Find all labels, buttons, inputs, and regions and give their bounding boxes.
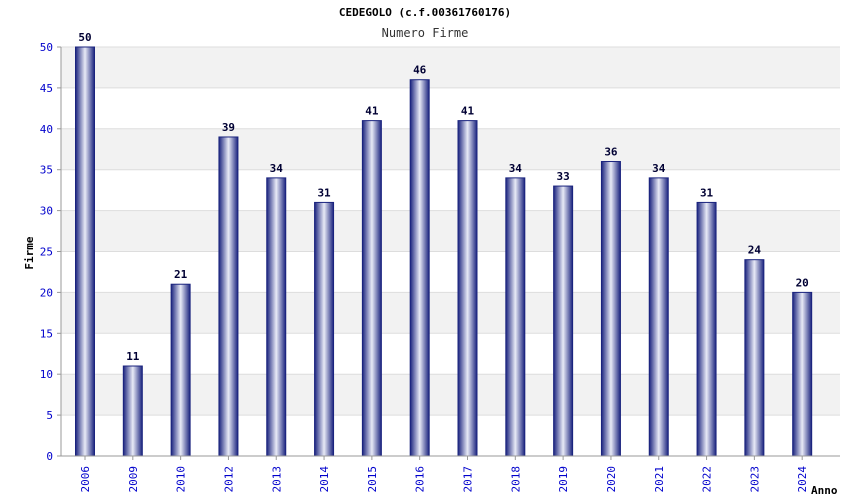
plot-band — [61, 169, 840, 211]
bar-2022 — [696, 201, 717, 457]
value-label-2021: 34 — [652, 162, 666, 175]
bars-group: 50 11 21 39 34 31 41 46 41 34 33 36 34 31 24 20 — [75, 31, 813, 457]
x-tick-label-2015: 2015 — [366, 466, 379, 493]
chart-title: CEDEGOLO (c.f.00361760176) — [338, 6, 512, 19]
x-tick-label-2019: 2019 — [557, 466, 570, 493]
x-tick-label-2013: 2013 — [270, 466, 283, 493]
x-axis-title: Anno — [811, 484, 838, 497]
bar-2018 — [505, 177, 526, 457]
x-tick-label-2014: 2014 — [318, 466, 331, 493]
bar-2015 — [361, 120, 382, 457]
value-label-2022: 31 — [700, 186, 714, 199]
x-tick-label-2006: 2006 — [79, 466, 92, 493]
bar-2006 — [75, 46, 95, 457]
x-tick-label-2018: 2018 — [509, 466, 522, 493]
value-label-2019: 33 — [557, 170, 570, 183]
x-tick-label-2024: 2024 — [796, 466, 809, 493]
value-label-2018: 34 — [509, 162, 523, 175]
y-tick-label: 5 — [46, 409, 53, 422]
x-tick-label-2010: 2010 — [175, 466, 188, 493]
y-tick-label: 25 — [40, 246, 53, 259]
bar-2009 — [122, 365, 143, 457]
x-tick-label-2022: 2022 — [701, 466, 714, 493]
x-tick-label-2017: 2017 — [462, 466, 475, 493]
value-label-2006: 50 — [78, 31, 91, 44]
value-label-2010: 21 — [174, 268, 188, 281]
y-axis-title: Firme — [23, 236, 36, 269]
x-tick-label-2009: 2009 — [127, 466, 140, 493]
bar-2012 — [218, 136, 239, 457]
value-label-2014: 31 — [317, 186, 331, 199]
value-label-2016: 46 — [413, 64, 427, 77]
bar-2019 — [553, 185, 574, 457]
value-label-2023: 24 — [748, 244, 762, 257]
value-label-2012: 39 — [222, 121, 235, 134]
value-label-2015: 41 — [365, 105, 379, 118]
x-tick-label-2023: 2023 — [748, 466, 761, 493]
plot-band — [61, 87, 840, 129]
x-tick-label-2012: 2012 — [222, 466, 235, 493]
bar-2010 — [170, 283, 191, 457]
bar-2014 — [314, 201, 335, 457]
plot-band — [61, 47, 840, 88]
bar-2016 — [409, 79, 430, 457]
value-label-2020: 36 — [604, 146, 618, 159]
bar-2020 — [600, 161, 621, 457]
plot-band — [61, 128, 840, 170]
bar-2024 — [792, 291, 813, 457]
y-tick-label: 40 — [40, 123, 53, 136]
value-label-2009: 11 — [126, 350, 140, 363]
y-tick-label: 35 — [40, 164, 53, 177]
bar-2017 — [457, 120, 478, 457]
y-tick-label: 0 — [46, 450, 53, 463]
chart-subtitle: Numero Firme — [381, 26, 469, 40]
y-tick-label: 45 — [40, 82, 53, 95]
bar-2013 — [266, 177, 287, 457]
y-tick-label: 15 — [40, 327, 53, 340]
value-label-2013: 34 — [270, 162, 284, 175]
x-tick-label-2020: 2020 — [605, 466, 618, 493]
y-tick-label: 10 — [40, 368, 53, 381]
x-tick-label-2016: 2016 — [414, 466, 427, 493]
bar-2023 — [744, 259, 765, 457]
axes-group: 0 5 10 15 20 25 30 35 40 45 50 2006 2009 2010 2012 2013… — [40, 41, 840, 493]
value-label-2017: 41 — [461, 105, 475, 118]
y-tick-label: 50 — [40, 41, 53, 54]
y-tick-label: 20 — [40, 286, 53, 299]
bar-2021 — [648, 177, 669, 457]
x-tick-label-2021: 2021 — [653, 466, 666, 493]
plot-band — [61, 210, 840, 252]
y-tick-label: 30 — [40, 205, 53, 218]
value-label-2024: 20 — [796, 276, 809, 289]
